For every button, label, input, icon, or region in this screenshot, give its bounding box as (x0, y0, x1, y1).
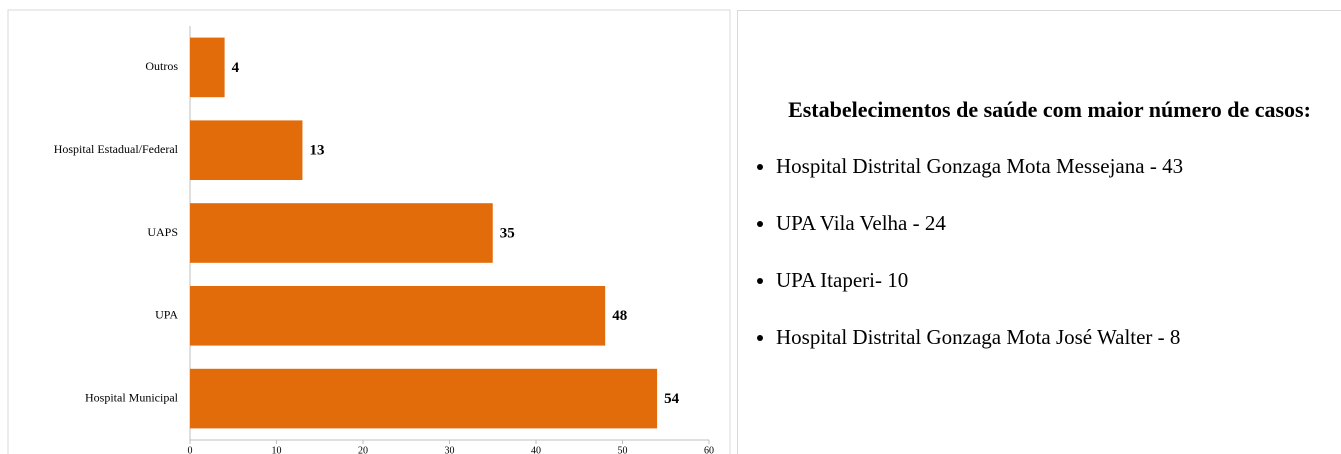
panel-list: Hospital Distrital Gonzaga Mota Messejan… (738, 138, 1341, 366)
bar (190, 368, 658, 429)
value-label: 35 (500, 225, 515, 241)
panel-item: Hospital Distrital Gonzaga Mota José Wal… (776, 309, 1341, 366)
x-tick-label: 0 (188, 445, 193, 454)
value-label: 48 (612, 308, 627, 324)
x-tick-label: 20 (358, 445, 368, 454)
bar (190, 203, 493, 263)
bar (190, 120, 303, 181)
y-tick-label: Hospital Municipal (85, 390, 179, 404)
value-label: 54 (664, 391, 680, 407)
panel-item: Hospital Distrital Gonzaga Mota Messejan… (776, 138, 1341, 195)
side-panel: Estabelecimentos de saúde com maior núme… (737, 10, 1341, 454)
x-tick-label: 30 (445, 445, 455, 454)
panel-item: UPA Itaperi- 10 (776, 252, 1341, 309)
value-label: 4 (232, 60, 240, 76)
x-tick-label: 10 (272, 445, 282, 454)
panel-item: UPA Vila Velha - 24 (776, 195, 1341, 252)
y-tick-label: Outros (145, 59, 178, 73)
y-tick-label: Hospital Estadual/Federal (54, 142, 179, 156)
value-label: 13 (309, 143, 324, 159)
y-tick-label: UPA (155, 308, 178, 322)
bar (190, 285, 606, 346)
chart-frame (7, 9, 731, 454)
y-tick-label: UAPS (147, 225, 178, 239)
x-tick-label: 50 (618, 445, 628, 454)
bar (190, 37, 225, 98)
x-tick-label: 60 (704, 445, 714, 454)
panel-title: Estabelecimentos de saúde com maior núme… (788, 97, 1311, 122)
chart: 0 10 20 30 40 50 60 Outros 4 Hospital Estadual/Fe… (7, 9, 731, 454)
x-tick-label: 40 (531, 445, 541, 454)
